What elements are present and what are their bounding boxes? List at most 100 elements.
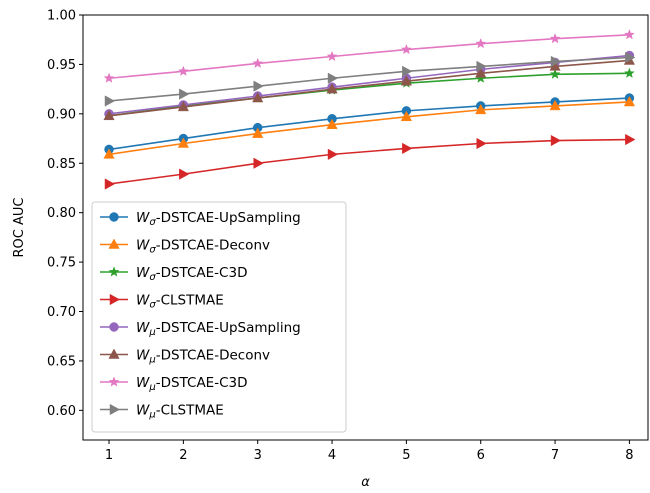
legend-entry: Wσ-CLSTMAE [100,293,224,311]
series-line [108,33,630,80]
data-point [177,137,189,148]
legend-marker [109,403,121,416]
data-point [103,148,115,159]
legend-label-suffix: -DSTCAE-C3D [156,375,248,391]
y-tick-label: 0.70 [47,305,76,320]
data-point [475,37,487,49]
legend-label-prefix: W [136,320,150,336]
series-line [108,54,630,115]
data-point [253,80,264,92]
y-tick-label: 0.85 [47,157,76,172]
data-point [104,95,116,107]
legend-label-prefix: W [136,375,150,391]
x-tick-label: 4 [328,448,336,463]
data-point [549,33,561,44]
legend-marker [108,266,120,277]
y-axis-ticks: 0.60 0.65 0.70 0.75 0.80 0.85 0.90 0.95 1.00 [47,9,83,419]
data-point [327,148,339,160]
x-tick-label: 5 [402,448,410,463]
y-tick-label: 0.80 [47,206,76,221]
legend-marker [109,293,121,306]
legend-label-subscript: σ [149,300,156,311]
series-7 [103,29,635,83]
legend: Wσ-DSTCAE-UpSamplingWσ-DSTCAE-DeconvWσ-D… [91,201,347,433]
legend-marker [108,376,120,387]
x-tick-label: 3 [254,448,262,463]
legend-label-suffix: -DSTCAE-Deconv [156,348,270,364]
legend-marker [108,348,120,359]
legend-label-prefix: W [136,348,150,364]
data-point [326,50,338,62]
legend-entry: Wσ-DSTCAE-UpSampling [100,210,301,228]
data-point [476,60,487,73]
y-tick-label: 0.75 [47,256,76,271]
legend-entry: Wσ-DSTCAE-C3D [100,265,247,283]
series-line [108,56,630,102]
y-tick-label: 0.95 [47,58,76,73]
data-point [402,65,413,77]
legend-label-subscript: σ [149,217,156,228]
legend-label: Wμ-CLSTMAE [136,403,224,421]
legend-label: Wσ-DSTCAE-C3D [136,265,247,283]
legend-label-subscript: μ [148,327,155,338]
data-point [625,51,636,64]
data-point [103,72,115,83]
legend-label: Wμ-DSTCAE-C3D [136,375,248,393]
data-point [549,68,561,79]
x-axis-ticks: 1 2 3 4 5 6 7 8 [105,440,634,463]
legend-label-prefix: W [136,403,150,419]
series-2 [103,95,636,159]
legend-label-suffix: -DSTCAE-Deconv [156,238,270,254]
y-tick-label: 0.60 [47,404,76,419]
data-point [104,178,116,190]
data-point [549,99,561,111]
series-line [108,101,630,156]
plot-area [103,29,636,190]
data-point [326,83,338,94]
legend-label: Wσ-CLSTMAE [136,293,224,311]
legend-marker [108,238,120,249]
legend-label-suffix: -DSTCAE-C3D [156,265,248,281]
series-line [108,138,630,185]
legend-label-prefix: W [136,210,150,226]
data-point [550,134,562,147]
series-line [108,97,630,151]
legend-entry: Wμ-DSTCAE-UpSampling [100,320,301,338]
data-point [402,142,413,155]
legend-entry: Wσ-DSTCAE-Deconv [100,238,270,256]
legend-label: Wμ-DSTCAE-Deconv [136,348,270,366]
data-point [623,67,635,78]
legend-marker [109,212,119,222]
series-4 [104,133,636,190]
data-point [103,109,115,121]
data-point [327,72,339,84]
data-point [400,43,412,55]
legend-label: Wσ-DSTCAE-UpSampling [136,210,301,228]
legend-label: Wμ-DSTCAE-UpSampling [136,320,301,338]
data-point [400,75,413,86]
legend-label-prefix: W [136,238,150,254]
series-line [108,59,630,117]
legend-label-subscript: μ [148,382,155,393]
legend-entry: Wμ-DSTCAE-Deconv [100,348,270,366]
legend-label-suffix: -DSTCAE-UpSampling [156,210,301,226]
legend-box [91,201,347,433]
legend-label-subscript: μ [148,410,155,421]
data-point [252,57,264,69]
legend-entry: Wμ-DSTCAE-C3D [100,375,248,393]
data-point [252,92,264,103]
axes: 1 2 3 4 5 6 7 8 0.60 0.65 0.70 0.75 0.80 0.85 0.90 0.9… [12,9,649,490]
data-point [400,110,413,122]
data-point [476,137,487,150]
y-tick-label: 1.00 [47,9,76,24]
legend-label-prefix: W [136,293,150,309]
data-point [179,88,190,100]
x-tick-label: 1 [105,448,113,463]
x-tick-label: 2 [179,448,187,463]
data-point [179,168,190,180]
data-point [177,65,189,76]
legend-marker [109,322,119,332]
legend-label-suffix: -CLSTMAE [156,403,224,419]
legend-entry: Wμ-CLSTMAE [100,403,224,421]
data-point [623,95,636,107]
